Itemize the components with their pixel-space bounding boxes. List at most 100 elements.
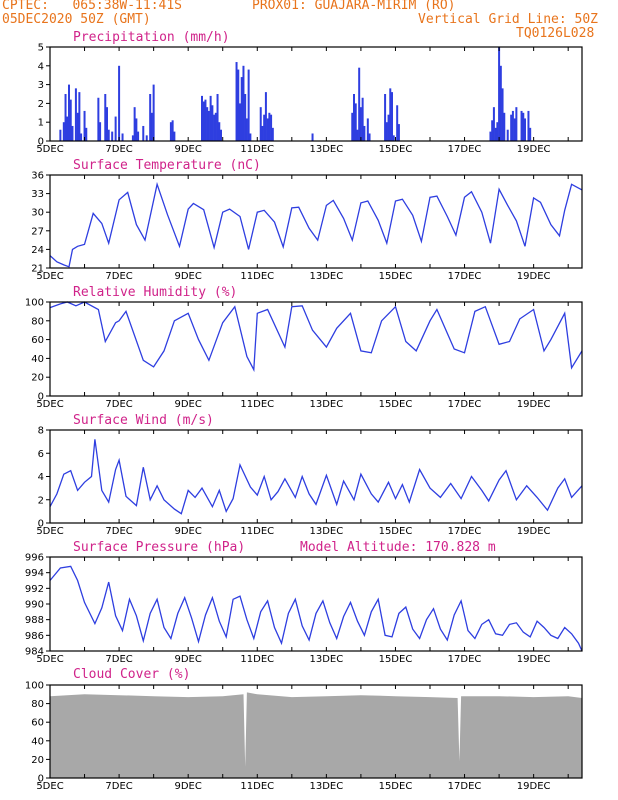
- x-tick-label: 7DEC: [105, 271, 132, 282]
- header-line2-left: 05DEC2020 50Z (GMT): [2, 12, 151, 27]
- precip-bar: [64, 94, 67, 141]
- precip-bar: [494, 127, 497, 141]
- precip-bar: [503, 112, 506, 141]
- x-tick-label: 13DEC: [309, 271, 343, 282]
- y-tick-label: 20: [31, 373, 44, 384]
- precip-bar: [496, 122, 499, 141]
- precip-bar: [366, 118, 369, 141]
- x-tick-label: 11DEC: [240, 144, 274, 155]
- panel-title: Cloud Cover (%): [73, 667, 190, 682]
- x-tick-label: 5DEC: [36, 271, 63, 282]
- x-tick-label: 17DEC: [448, 781, 482, 792]
- precip-bar: [242, 65, 245, 141]
- precip-bar: [245, 118, 248, 141]
- x-tick-label: 9DEC: [174, 654, 201, 665]
- precip-bar: [249, 133, 252, 141]
- x-tick-label: 15DEC: [379, 526, 413, 537]
- precip-bar: [207, 110, 210, 141]
- x-tick-label: 15DEC: [379, 144, 413, 155]
- precip-bar: [149, 94, 152, 141]
- precip-bar: [506, 129, 509, 141]
- precip-bar: [66, 116, 69, 141]
- panel-title: Surface Wind (m/s): [73, 413, 214, 428]
- y-tick-label: 994: [25, 568, 44, 579]
- x-tick-label: 13DEC: [309, 399, 343, 410]
- x-tick-label: 17DEC: [448, 271, 482, 282]
- y-tick-label: 2: [38, 495, 44, 506]
- precip-bar: [513, 118, 516, 141]
- y-tick-label: 0: [38, 519, 44, 530]
- y-tick-label: 0: [38, 774, 44, 785]
- y-tick-label: 1: [38, 118, 44, 129]
- precip-bar: [214, 112, 217, 141]
- precip-bar: [114, 116, 117, 141]
- precip-bar: [206, 107, 209, 141]
- precip-bar: [527, 110, 530, 141]
- x-tick-label: 13DEC: [309, 526, 343, 537]
- x-tick-label: 7DEC: [105, 399, 132, 410]
- precip-bar: [510, 114, 513, 141]
- precip-bar: [520, 110, 523, 141]
- x-tick-label: 5DEC: [36, 526, 63, 537]
- precip-bar: [216, 94, 219, 141]
- y-tick-label: 990: [25, 600, 44, 611]
- precip-bar: [211, 105, 214, 141]
- precip-bar: [529, 127, 532, 141]
- precip-bar: [356, 129, 359, 141]
- precip-bar: [99, 122, 102, 141]
- precip-bar: [397, 124, 400, 141]
- precip-bar: [268, 112, 271, 141]
- precip-bar: [169, 122, 172, 141]
- x-tick-label: 11DEC: [240, 781, 274, 792]
- precip-bar: [499, 65, 502, 141]
- precip-bar: [150, 112, 153, 141]
- precip-bar: [489, 131, 492, 141]
- x-tick-label: 19DEC: [517, 399, 551, 410]
- x-tick-label: 19DEC: [517, 526, 551, 537]
- y-tick-label: 33: [31, 189, 44, 200]
- precip-bar: [76, 112, 79, 141]
- y-tick-label: 986: [25, 631, 44, 642]
- precip-bar: [118, 65, 121, 141]
- y-tick-label: 27: [31, 226, 44, 237]
- y-tick-label: 60: [31, 335, 44, 346]
- header-line1-right: PROX01: GUAJARA-MIRIM (RO): [252, 0, 456, 13]
- x-tick-label: 19DEC: [517, 781, 551, 792]
- x-tick-label: 11DEC: [240, 271, 274, 282]
- y-tick-label: 988: [25, 615, 44, 626]
- panel-frame: [49, 684, 583, 779]
- x-tick-label: 5DEC: [36, 399, 63, 410]
- x-tick-label: 13DEC: [309, 144, 343, 155]
- panel-frame: [49, 46, 583, 142]
- y-tick-label: 984: [25, 647, 44, 658]
- precip-bar: [62, 122, 65, 141]
- x-tick-label: 7DEC: [105, 526, 132, 537]
- panel-frame: [49, 301, 583, 397]
- y-tick-label: 20: [31, 755, 44, 766]
- precip-bar: [97, 97, 100, 141]
- precip-bar: [107, 129, 110, 141]
- x-tick-label: 5DEC: [36, 654, 63, 665]
- precip-bar: [392, 135, 395, 141]
- x-tick-label: 15DEC: [379, 781, 413, 792]
- precip-bar: [239, 103, 241, 141]
- precip-bar: [121, 133, 124, 141]
- precip-bar: [384, 94, 387, 141]
- precip-bar: [59, 129, 62, 141]
- precip-bar: [391, 92, 393, 141]
- panel-title: Surface Pressure (hPa): [73, 540, 245, 555]
- y-tick-label: 0: [38, 137, 44, 148]
- x-tick-label: 19DEC: [517, 271, 551, 282]
- series-line-1: [49, 181, 583, 268]
- y-tick-label: 0: [38, 392, 44, 403]
- x-tick-label: 13DEC: [309, 781, 343, 792]
- precip-bar: [498, 47, 501, 141]
- precip-bar: [247, 69, 250, 141]
- x-tick-label: 9DEC: [174, 781, 201, 792]
- precip-bar: [385, 122, 388, 141]
- y-tick-label: 992: [25, 584, 44, 595]
- precip-bar: [264, 92, 267, 141]
- precip-bar: [213, 114, 216, 141]
- x-tick-label: 5DEC: [36, 144, 63, 155]
